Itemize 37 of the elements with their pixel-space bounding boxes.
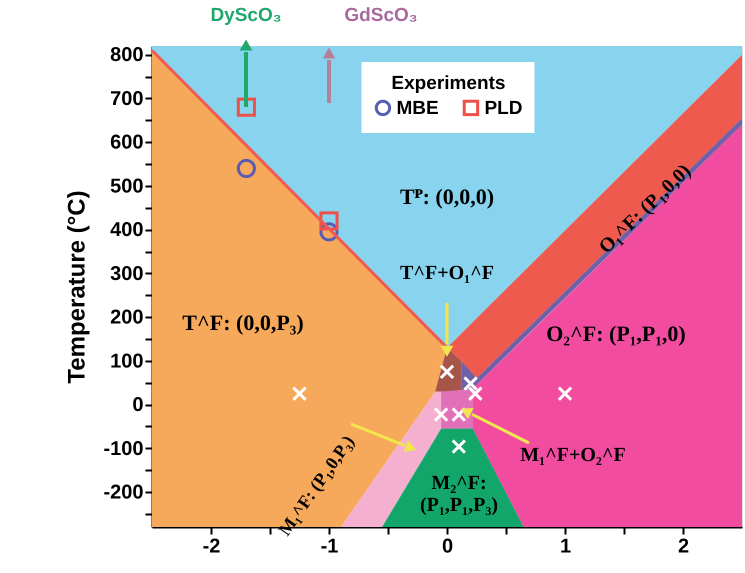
y-tick-label: 200 xyxy=(110,306,144,329)
text: GdScO₃ xyxy=(344,5,418,26)
x-tick-label: -2 xyxy=(202,536,220,558)
y-tick-label: 800 xyxy=(110,44,144,66)
legend-title: Experiments xyxy=(391,73,506,94)
annotation: T^F: (0,0,P₃) xyxy=(182,310,304,335)
y-tick-label: 100 xyxy=(110,350,144,372)
text: DyScO₃ xyxy=(210,5,282,26)
y-tick-label: 0 xyxy=(132,394,144,416)
point xyxy=(433,406,449,422)
annotation: M₁^F+O₂^F xyxy=(520,444,626,466)
point xyxy=(557,386,573,402)
annotation: Tᴾ: (0,0,0) xyxy=(400,184,494,209)
y-tick-label: 400 xyxy=(110,219,144,242)
annotation: M₂^F: (P₁,P₁,P₃) xyxy=(420,472,498,516)
annotation: T^F+O₁^F xyxy=(400,262,494,284)
legend-label: MBE xyxy=(396,98,439,119)
point xyxy=(451,438,466,454)
point xyxy=(462,376,478,392)
y-tick-label: 500 xyxy=(110,175,144,198)
y-tick-label: 700 xyxy=(110,88,144,110)
y-tick-label: 300 xyxy=(110,262,144,285)
x-tick-label: 0 xyxy=(442,536,454,558)
point xyxy=(236,98,256,117)
y-axis-title: Temperature (°C) xyxy=(63,190,90,384)
point xyxy=(319,211,339,230)
y-tick-label: -200 xyxy=(103,482,144,504)
legend-label: PLD xyxy=(484,98,522,119)
annotation: O₂^F: (P₁,P₁,0) xyxy=(546,321,686,346)
y-tick-label: 600 xyxy=(110,132,144,154)
x-tick-label: 2 xyxy=(678,536,690,558)
x-tick-label: 1 xyxy=(560,536,572,558)
point xyxy=(292,386,308,402)
point xyxy=(468,386,483,402)
x-tick-label: -1 xyxy=(320,536,338,558)
y-tick-label: -100 xyxy=(103,438,144,460)
point xyxy=(236,158,256,178)
